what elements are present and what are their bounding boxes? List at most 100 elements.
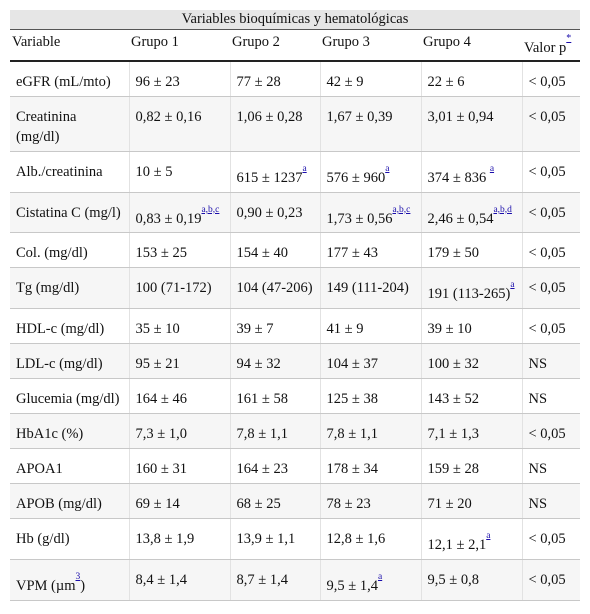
cell-g2: 164 ± 23 (229, 448, 320, 485)
cell-variable: Hb (g/dl) (10, 518, 129, 561)
cell-value: 13,8 ± 1,9 (135, 531, 195, 548)
biochem-table: Variables bioquímicas y hematológicas Va… (10, 10, 580, 601)
footnote-link[interactable]: a (377, 572, 383, 583)
cell-value: Glucemia (mg/dl) (16, 391, 120, 408)
table-row: Glucemia (mg/dl) 164 ± 46 161 ± 58 125 ± 38… (10, 378, 580, 415)
cell-p: < 0,05 (521, 151, 580, 193)
cell-g2: 39 ± 7 (229, 308, 320, 345)
cell-variable: Tg (mg/dl) (10, 267, 129, 310)
cell-g3: 41 ± 9 (319, 308, 421, 345)
cell-g2: 0,90 ± 0,23 (229, 192, 320, 234)
cell-value: < 0,05 (528, 245, 566, 262)
cell-p: NS (521, 448, 580, 485)
cell-variable: VPM (µm3) (10, 559, 129, 601)
footnote-link[interactable]: 3 (75, 572, 81, 583)
cell-value: < 0,05 (528, 321, 566, 338)
cell-value: 104 (47-206) (236, 280, 313, 297)
cell-p: NS (521, 378, 580, 415)
cell-g3: 78 ± 23 (319, 483, 421, 520)
cell-value: NS (528, 496, 548, 513)
cell-g4: 22 ± 6 (420, 60, 522, 97)
cell-value: 374 ± 836 (427, 169, 490, 186)
footnote-link[interactable]: * (566, 32, 572, 44)
table-row: Hb (g/dl) 13,8 ± 1,9 13,9 ± 1,1 12,8 ± 1,6 1… (10, 518, 580, 561)
cell-g4: 159 ± 28 (420, 448, 522, 485)
cell-g2: 94 ± 32 (229, 343, 320, 380)
cell-g3: 9,5 ± 1,4a (319, 559, 421, 601)
table-row: Col. (mg/dl) 153 ± 25 154 ± 40 177 ± 43 179 … (10, 232, 580, 269)
cell-g2: 7,8 ± 1,1 (229, 413, 320, 450)
cell-g1: 0,82 ± 0,16 (128, 96, 230, 152)
cell-value: < 0,05 (528, 73, 566, 90)
cell-value: < 0,05 (528, 426, 566, 443)
footnote-link[interactable]: a (302, 163, 307, 174)
cell-value: 39 ± 7 (236, 321, 274, 338)
cell-value: 12,8 ± 1,6 (326, 531, 386, 548)
footnote-link[interactable]: a (385, 163, 390, 174)
cell-value: 179 ± 50 (427, 245, 479, 262)
table-row: APOA1 160 ± 31 164 ± 23 178 ± 34 159 ± 28 NS (10, 448, 580, 485)
cell-g4: 374 ± 836 a (420, 151, 522, 193)
cell-value: Hb (g/dl) (16, 531, 70, 548)
cell-g2: 68 ± 25 (229, 483, 320, 520)
footnote-link[interactable]: a,b,c (201, 204, 220, 215)
cell-value: Tg (mg/dl) (16, 280, 80, 297)
footnote-link[interactable]: a,b,c (392, 204, 411, 215)
cell-value: 0,90 ± 0,23 (236, 204, 303, 221)
cell-value: 153 ± 25 (135, 245, 187, 262)
cell-g4: 3,01 ± 0,94 (420, 96, 522, 152)
cell-g4: 143 ± 52 (420, 378, 522, 415)
cell-value: 12,1 ± 2,1 (427, 537, 487, 554)
cell-value: 164 ± 46 (135, 391, 187, 408)
cell-value: 9,5 ± 1,4 (326, 577, 378, 594)
cell-value: 3,01 ± 0,94 (427, 108, 494, 125)
cell-g4: 2,46 ± 0,54a,b,d (420, 192, 522, 234)
cell-value: APOB (mg/dl) (16, 496, 102, 513)
table-row: VPM (µm3) 8,4 ± 1,4 8,7 ± 1,4 9,5 ± 1,4a 9,5… (10, 559, 580, 601)
header-grupo-3: Grupo 3 (320, 28, 421, 62)
cell-value: 22 ± 6 (427, 73, 465, 90)
cell-value: 178 ± 34 (326, 461, 378, 478)
cell-value: 7,3 ± 1,0 (135, 426, 187, 443)
cell-g1: 10 ± 5 (128, 151, 230, 193)
cell-value: 77 ± 28 (236, 73, 281, 90)
cell-value: NS (528, 461, 548, 478)
cell-variable: Glucemia (mg/dl) (10, 378, 129, 415)
cell-g2: 104 (47-206) (229, 267, 320, 310)
cell-value: 71 ± 20 (427, 496, 472, 513)
table-row: Cistatina C (mg/l) 0,83 ± 0,19a,b,c 0,90 ±… (10, 192, 580, 234)
table-body: eGFR (mL/mto) 96 ± 23 77 ± 28 42 ± 9 22 ± 6 <… (10, 60, 580, 601)
cell-g1: 96 ± 23 (128, 60, 230, 97)
cell-value: 35 ± 10 (135, 321, 180, 338)
cell-value: < 0,05 (528, 531, 566, 548)
header-variable: Variable (10, 28, 129, 62)
cell-value: < 0,05 (528, 163, 566, 180)
cell-g3: 149 (111-204) (319, 267, 421, 310)
table-row: Alb./creatinina 10 ± 5 615 ± 1237a 576 ± 96… (10, 151, 580, 193)
header-valor-p: Valor p* (522, 28, 580, 62)
cell-g4: 100 ± 32 (420, 343, 522, 380)
cell-value: 143 ± 52 (427, 391, 479, 408)
cell-g3: 178 ± 34 (319, 448, 421, 485)
cell-value: 1,73 ± 0,56 (326, 210, 393, 227)
cell-value: 2,46 ± 0,54 (427, 210, 494, 227)
footnote-link[interactable]: a (486, 531, 491, 542)
table-row: APOB (mg/dl) 69 ± 14 68 ± 25 78 ± 23 71 ± 20… (10, 483, 580, 520)
cell-value-suffix: ) (80, 577, 86, 594)
footnote-link[interactable]: a (489, 163, 495, 174)
header-valor-p-label: Valor p (524, 39, 567, 56)
cell-p: < 0,05 (521, 267, 580, 310)
table-row: eGFR (mL/mto) 96 ± 23 77 ± 28 42 ± 9 22 ± 6 <… (10, 60, 580, 97)
cell-g2: 77 ± 28 (229, 60, 320, 97)
cell-g1: 100 (71-172) (128, 267, 230, 310)
cell-value: 191 (113-265) (427, 286, 511, 303)
cell-value: 69 ± 14 (135, 496, 180, 513)
cell-g4: 12,1 ± 2,1a (420, 518, 522, 561)
cell-value: 42 ± 9 (326, 73, 364, 90)
footnote-link[interactable]: a (510, 280, 515, 291)
cell-value: 149 (111-204) (326, 280, 409, 297)
cell-g2: 154 ± 40 (229, 232, 320, 269)
cell-value: 160 ± 31 (135, 461, 187, 478)
cell-value: NS (528, 356, 548, 373)
footnote-link[interactable]: a,b,d (493, 204, 512, 215)
